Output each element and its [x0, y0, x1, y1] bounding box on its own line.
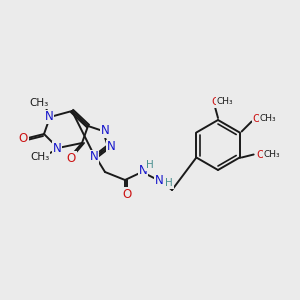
Text: CH₃: CH₃: [29, 98, 49, 108]
Text: CH₃: CH₃: [217, 98, 233, 106]
Text: CH₃: CH₃: [30, 152, 50, 162]
Text: N: N: [154, 173, 164, 187]
Text: H: H: [146, 160, 154, 170]
Text: N: N: [139, 164, 147, 178]
Text: N: N: [52, 142, 62, 154]
Text: O: O: [256, 149, 265, 160]
Text: O: O: [253, 113, 261, 124]
Text: CH₃: CH₃: [263, 150, 280, 159]
Text: N: N: [90, 151, 98, 164]
Text: O: O: [122, 188, 132, 200]
Text: O: O: [18, 131, 28, 145]
Text: O: O: [211, 97, 219, 107]
Text: CH₃: CH₃: [259, 114, 276, 123]
Text: N: N: [106, 140, 116, 154]
Text: N: N: [100, 124, 109, 137]
Text: N: N: [45, 110, 53, 124]
Text: H: H: [165, 178, 173, 188]
Text: O: O: [66, 152, 76, 164]
